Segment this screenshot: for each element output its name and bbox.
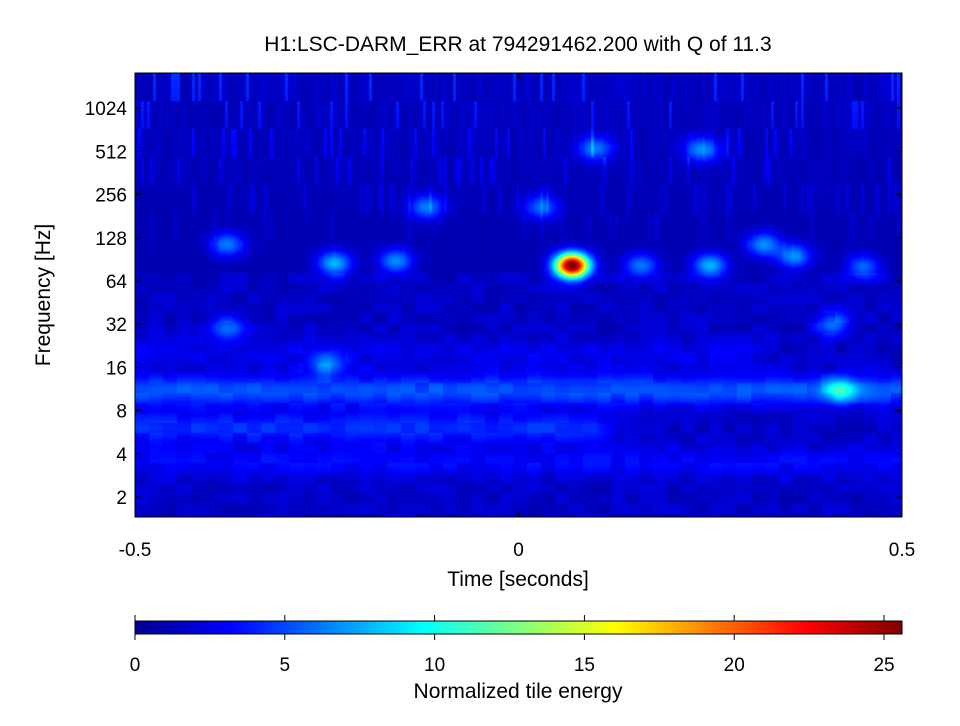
y-axis-ticks: 2 4 8 16 32 64 128 256 512 1024 <box>85 99 902 509</box>
y-axis-label: Frequency [Hz] <box>32 224 55 366</box>
colorbar-tick-label: 10 <box>424 655 445 676</box>
colorbar-label: Normalized tile energy <box>414 680 623 703</box>
colorbar-tick-label: 20 <box>724 655 745 676</box>
colorbar-tick-label: 5 <box>280 655 291 676</box>
y-tick-label: 16 <box>106 358 127 379</box>
y-tick-label: 1024 <box>85 99 128 120</box>
colorbar-tick-label: 25 <box>873 655 894 676</box>
colorbar <box>134 620 903 635</box>
colorbar-ticks: 0 5 10 15 20 25 <box>130 615 895 676</box>
x-axis-label: Time [seconds] <box>447 568 589 591</box>
heatmap-image <box>135 73 902 517</box>
y-tick-label: 128 <box>95 229 127 250</box>
colorbar-tick-label: 15 <box>574 655 595 676</box>
y-tick-label: 4 <box>116 445 127 466</box>
x-axis-ticks: -0.5 0 0.5 <box>119 73 915 561</box>
y-tick-label: 64 <box>106 272 128 293</box>
y-tick-label: 2 <box>116 488 127 509</box>
x-tick-label: 0.5 <box>889 540 915 561</box>
y-tick-label: 256 <box>95 186 127 207</box>
y-tick-label: 512 <box>95 142 127 163</box>
x-tick-label: 0 <box>513 540 524 561</box>
colorbar-tick-label: 0 <box>130 655 141 676</box>
y-tick-label: 8 <box>116 402 127 423</box>
y-tick-label: 32 <box>106 315 127 336</box>
x-tick-label: -0.5 <box>119 540 152 561</box>
chart-title: H1:LSC-DARM_ERR at 794291462.200 with Q … <box>264 33 771 56</box>
